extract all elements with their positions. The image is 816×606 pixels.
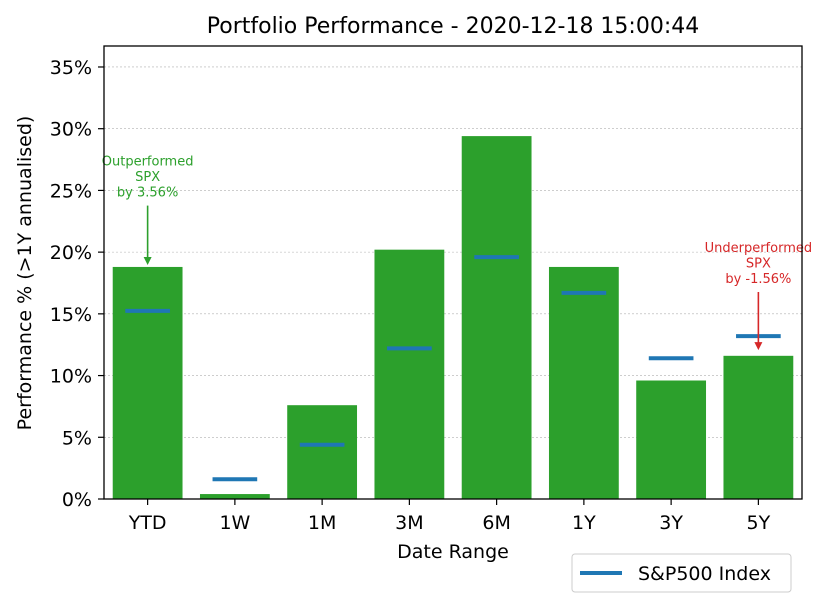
y-tick-label: 30%: [50, 119, 92, 141]
y-tick-label: 25%: [50, 180, 92, 202]
y-tick-label: 10%: [50, 366, 92, 388]
y-tick-label: 15%: [50, 304, 92, 326]
y-tick-label: 35%: [50, 57, 92, 79]
legend: S&P500 Index: [571, 553, 792, 593]
annotation-text: Outperformed: [102, 155, 194, 170]
annotation-text: SPX: [746, 256, 771, 271]
annotation-arrowhead: [754, 342, 763, 351]
y-tick-label: 0%: [62, 489, 92, 511]
bar: [199, 494, 270, 499]
x-tick-label: 5Y: [747, 512, 771, 534]
bar: [461, 136, 532, 499]
legend-box: [571, 553, 792, 593]
annotation-arrowhead: [143, 256, 152, 265]
y-axis-label: Performance % (>1Y annualised): [14, 116, 36, 431]
plot-frame: [103, 45, 803, 500]
y-tick-label: 5%: [62, 427, 92, 449]
bar: [374, 249, 445, 499]
bar: [636, 380, 707, 499]
x-tick-label: 1W: [219, 512, 250, 534]
x-tick-label: 3Y: [659, 512, 683, 534]
annotation-text: by 3.56%: [117, 186, 178, 201]
legend-label-sp500: S&P500 Index: [638, 563, 771, 585]
bar: [548, 266, 619, 499]
x-tick-label: YTD: [128, 512, 167, 534]
grid-lines: [104, 66, 802, 500]
x-tick-label: 6M: [482, 512, 510, 534]
y-axis-ticks: 0% 5% 10% 15% 20% 25% 30% 35%: [50, 57, 104, 511]
bar: [287, 405, 358, 499]
x-tick-label: 1Y: [572, 512, 596, 534]
index-series: [125, 255, 781, 482]
x-axis-ticks: YTD 1W 1M 3M 6M 1Y 3Y 5Y: [128, 499, 771, 534]
bar: [112, 266, 183, 499]
x-tick-label: 3M: [395, 512, 423, 534]
y-tick-label: 20%: [50, 242, 92, 264]
bar: [723, 355, 794, 499]
annotation-text: by -1.56%: [725, 272, 791, 287]
bar-series: [112, 136, 794, 499]
chart-title: Portfolio Performance - 2020-12-18 15:00…: [207, 14, 700, 39]
annotation-text: Underperformed: [705, 241, 813, 256]
annotation-text: SPX: [135, 170, 160, 185]
x-tick-label: 1M: [308, 512, 336, 534]
x-axis-label: Date Range: [397, 541, 509, 563]
